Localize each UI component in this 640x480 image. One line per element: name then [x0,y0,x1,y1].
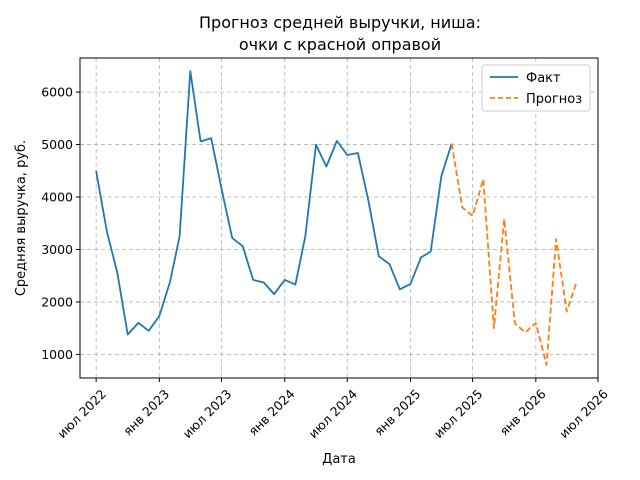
chart-title-line-2: очки с красной оправой [239,35,441,54]
y-tick-label: 3000 [41,242,73,257]
y-tick-label: 2000 [41,294,73,309]
legend-label-fact: Факт [526,71,561,86]
chart-title-line-1: Прогноз средней выручки, ниша: [199,13,481,32]
y-axis-label: Средняя выручка, руб. [14,140,29,296]
plot-frame [79,57,599,379]
y-tick-label: 4000 [41,190,73,205]
grid [80,58,599,378]
legend: Факт Прогноз [481,64,591,112]
y-tick-label: 1000 [41,347,73,362]
y-tick-label: 5000 [41,137,73,152]
series-layer [95,70,578,366]
x-axis-label: Дата [322,452,356,467]
y-tick-label: 6000 [41,85,73,100]
legend-label-forecast: Прогноз [526,92,582,107]
